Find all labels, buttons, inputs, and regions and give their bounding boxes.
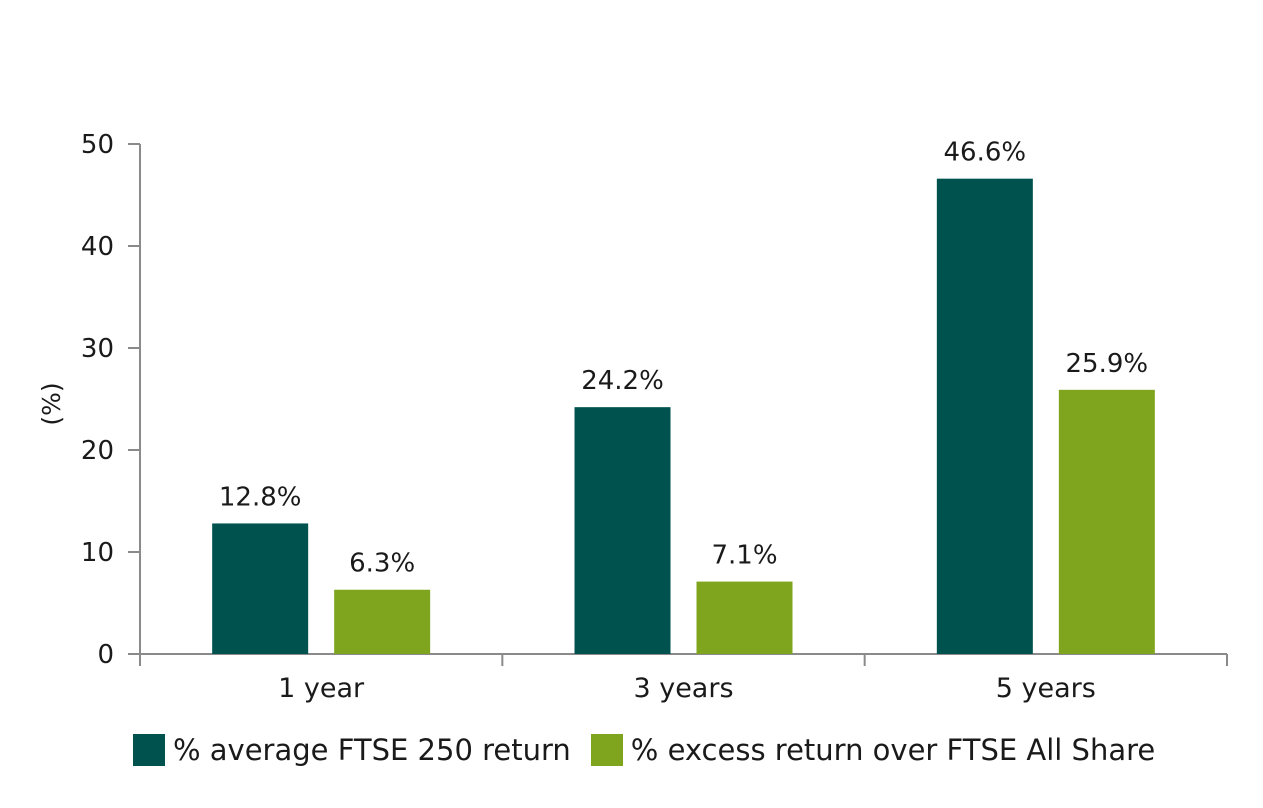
bar-data-label: 6.3% — [349, 549, 415, 579]
y-tick-label: 20 — [81, 436, 114, 466]
y-tick-label: 40 — [81, 232, 114, 262]
bar-data-label: 12.8% — [219, 482, 302, 512]
bar — [1058, 389, 1155, 654]
bar — [936, 178, 1033, 654]
bar — [212, 523, 309, 654]
bar — [696, 581, 793, 654]
y-tick-label: 10 — [81, 538, 114, 568]
y-axis-label: (%) — [37, 382, 66, 425]
x-category-label: 1 year — [278, 673, 365, 704]
axes-group: 0 10 20 30 40 50 — [81, 130, 1228, 670]
bar-data-label: 46.6% — [944, 138, 1027, 168]
bar — [334, 589, 431, 654]
legend: % average FTSE 250 return % excess retur… — [133, 733, 1175, 767]
legend-item-ftse-250: % average FTSE 250 return — [133, 733, 571, 767]
bar-data-label: 7.1% — [711, 541, 777, 571]
bar-chart: 0 10 20 30 40 50 1 year 12.8% 6.3% 3 years 24.2% 7… — [37, 130, 1228, 704]
legend-swatch-excess-return — [590, 734, 623, 766]
y-tick-label: 50 — [81, 130, 114, 160]
x-category-label: 5 years — [996, 673, 1096, 704]
legend-item-excess-return: % excess return over FTSE All Share — [590, 733, 1156, 767]
legend-label-excess-return: % excess return over FTSE All Share — [630, 733, 1156, 767]
labels-group: 1 year 12.8% 6.3% 3 years 24.2% 7.1% 5 years 46… — [219, 138, 1148, 704]
bar-data-label: 24.2% — [581, 366, 664, 396]
y-tick-label: 30 — [81, 334, 114, 364]
legend-swatch-ftse-250 — [133, 734, 165, 766]
x-category-label: 3 years — [633, 673, 733, 704]
y-tick-label: 0 — [97, 640, 114, 670]
bars-group — [212, 178, 1155, 654]
legend-label-ftse-250: % average FTSE 250 return — [173, 733, 571, 767]
bar-data-label: 25.9% — [1066, 349, 1149, 379]
bar — [574, 407, 671, 654]
